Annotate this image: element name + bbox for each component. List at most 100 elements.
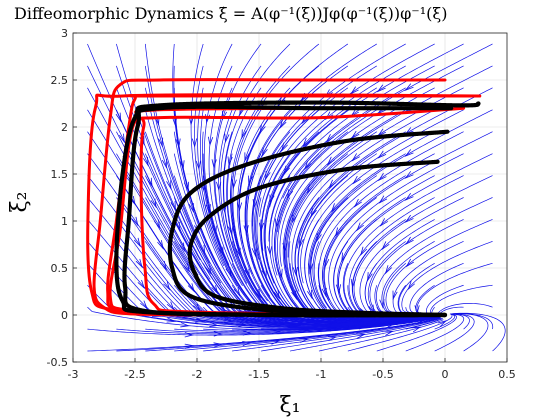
streamline — [87, 87, 209, 295]
streamline-arrow — [404, 171, 414, 179]
streamline-arrow — [356, 222, 364, 232]
y-tick-label: 2 — [61, 121, 68, 134]
streamline-arrow — [179, 242, 186, 253]
streamline-arrow — [146, 177, 153, 188]
streamline-arrow — [324, 258, 330, 269]
streamline — [309, 109, 493, 275]
streamline-arrow — [183, 263, 190, 273]
streamline-arrow — [307, 263, 314, 274]
streamline-arrow — [195, 317, 205, 323]
streamline-arrow — [163, 281, 171, 291]
streamline-arrow — [195, 160, 201, 171]
streamline-arrow — [310, 208, 317, 218]
streamline-arrow — [384, 265, 393, 275]
streamline — [264, 109, 349, 312]
streamline-arrow — [281, 142, 288, 153]
streamline — [116, 263, 379, 327]
x-tick-label: -0.5 — [372, 368, 393, 381]
streamline — [218, 109, 288, 316]
streamline-arrow — [404, 149, 414, 157]
streamline-arrow — [351, 153, 360, 162]
streamline-arrow — [306, 184, 314, 194]
streamline — [282, 109, 406, 300]
streamline — [313, 131, 464, 309]
streamline — [87, 325, 385, 336]
streamline-arrow — [157, 240, 164, 250]
streamline-arrow — [119, 133, 125, 144]
streamline — [144, 87, 235, 303]
streamline — [276, 65, 464, 233]
streamline-arrow — [376, 84, 386, 93]
streamline — [416, 262, 493, 317]
streamline-arrow — [381, 241, 390, 251]
streamline — [318, 153, 435, 319]
streamline — [232, 317, 441, 352]
streamline-arrow — [367, 272, 373, 282]
streamline-arrow — [213, 342, 224, 348]
streamline-arrow — [379, 218, 389, 227]
streamline-arrow — [405, 236, 414, 246]
streamline — [213, 87, 260, 306]
streamline — [269, 43, 464, 208]
streamline — [439, 306, 464, 315]
streamline-arrow — [405, 258, 415, 268]
streamline-arrow — [353, 198, 362, 208]
streamline — [226, 87, 265, 305]
streamline-arrow — [216, 181, 222, 192]
x-axis-label: ξ₁ — [280, 393, 301, 418]
x-tick-label: -3 — [68, 368, 79, 381]
streamline-arrow — [296, 320, 306, 326]
streamline-arrow — [211, 159, 217, 169]
streamline — [437, 303, 493, 316]
streamline-arrow — [242, 330, 253, 336]
x-tick-label: -2.5 — [124, 368, 145, 381]
streamline — [347, 316, 441, 330]
streamline — [347, 315, 453, 352]
x-tick-label: -2 — [192, 368, 203, 381]
streamline-arrow — [378, 195, 388, 204]
streamline-arrow — [279, 119, 287, 130]
streamline-arrow — [154, 219, 161, 229]
streamline — [449, 312, 506, 352]
streamline — [289, 318, 443, 352]
streamline-arrow — [437, 320, 448, 328]
streamline — [318, 316, 440, 330]
streamline-arrow — [175, 138, 181, 149]
streamline — [376, 317, 440, 330]
streamline-arrow — [298, 238, 304, 249]
streamline-arrow — [404, 214, 414, 223]
axes-box — [72, 32, 508, 363]
streamline-arrow — [411, 326, 422, 333]
streamline-arrow — [166, 301, 175, 311]
streamline — [87, 263, 351, 329]
streamline — [238, 43, 349, 244]
streamline-arrow — [150, 198, 157, 209]
streamline-arrow — [261, 269, 267, 280]
streamline-arrow — [247, 175, 254, 186]
streamline-arrow — [224, 133, 230, 144]
streamline — [255, 87, 349, 291]
streamline-arrow — [207, 136, 214, 147]
streamline-arrow — [404, 83, 414, 92]
trajectories — [86, 78, 482, 318]
y-tick-label: 0.5 — [51, 262, 69, 275]
streamline — [405, 313, 465, 352]
chart-title-text: Diffeomorphic Dynamics ξ̇ = A(φ⁻¹(ξ))Jφ(… — [14, 4, 448, 23]
streamline — [285, 131, 377, 317]
streamline-arrow — [115, 112, 122, 123]
streamline-arrow — [302, 137, 311, 148]
x-tick-label: 0.5 — [498, 368, 516, 381]
streamline-arrow — [252, 317, 262, 323]
streamline-arrow — [404, 192, 414, 201]
y-tick-label: 2.5 — [51, 74, 69, 87]
streamline — [87, 197, 301, 326]
streamline — [434, 314, 456, 330]
chart-title: Diffeomorphic Dynamics ξ̇ = A(φ⁻¹(ξ))Jφ(… — [0, 4, 560, 28]
streamline-arrow — [184, 343, 195, 349]
streamline — [338, 153, 493, 316]
streamline-arrow — [131, 216, 139, 227]
streamline — [237, 87, 291, 302]
streamline-arrow — [304, 160, 312, 171]
streamline-arrow — [356, 333, 366, 339]
